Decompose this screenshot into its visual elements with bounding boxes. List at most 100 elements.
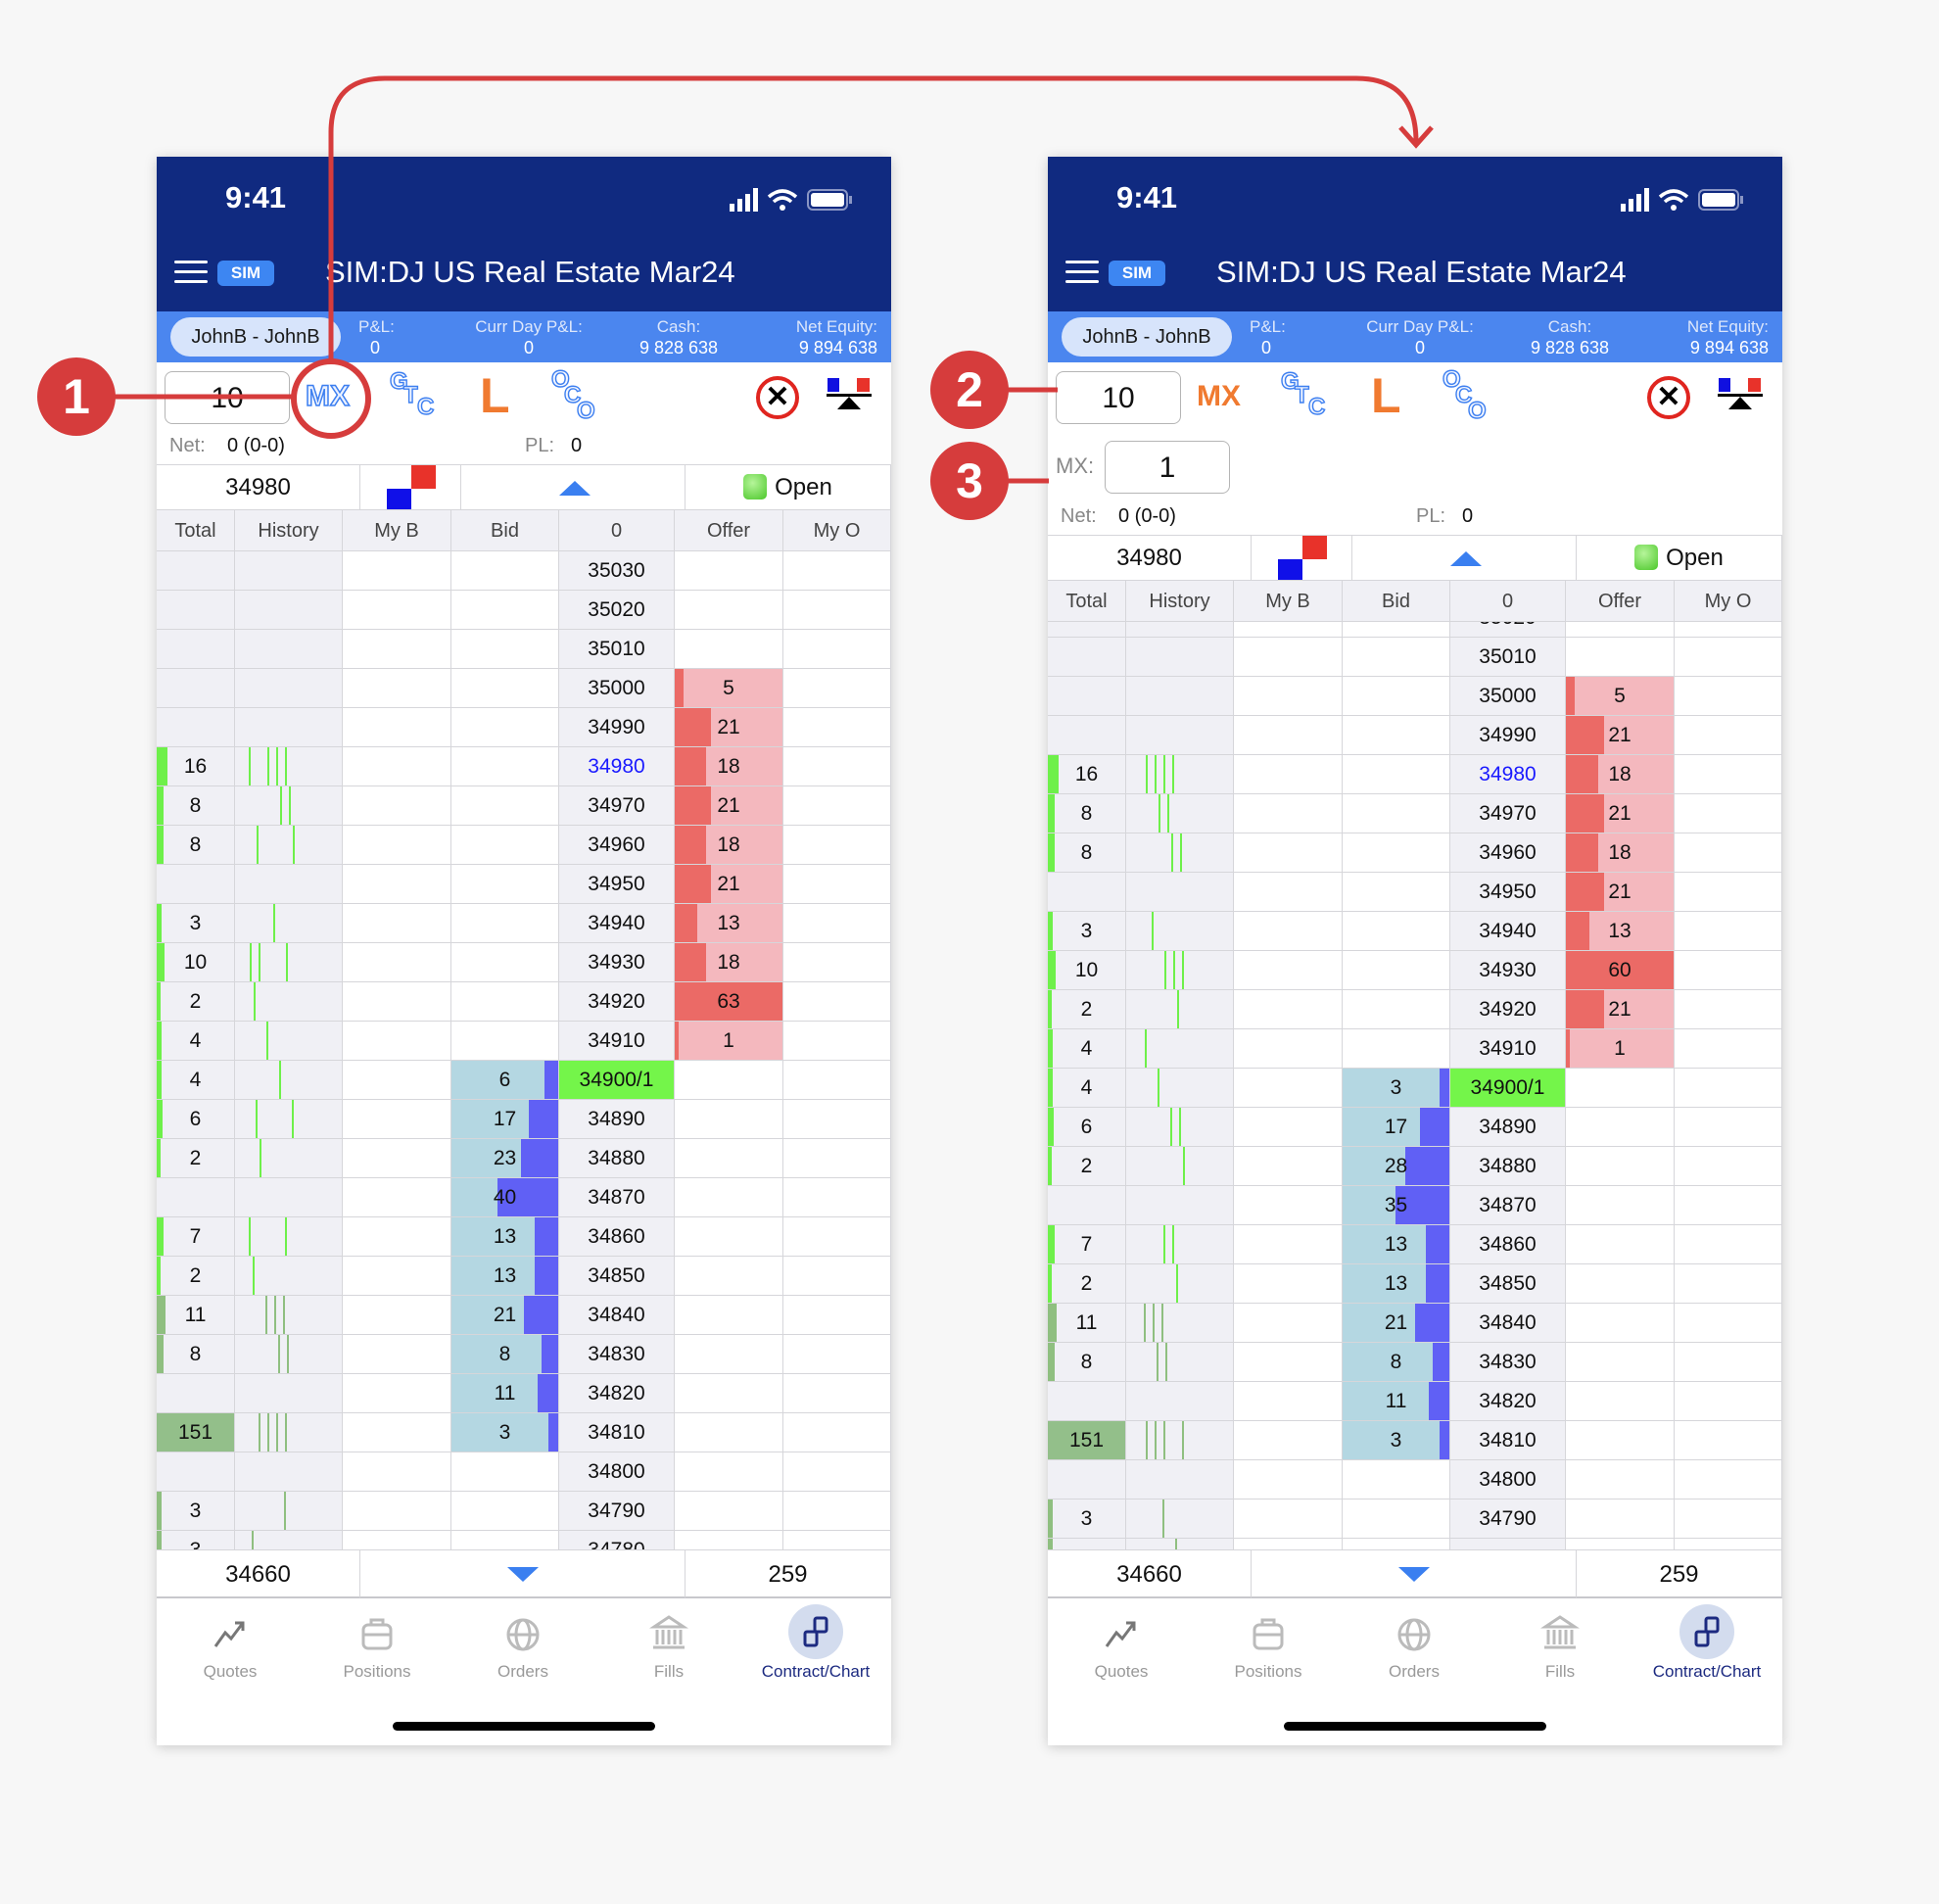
my-offer-cell[interactable] — [1675, 873, 1782, 912]
offer-cell[interactable]: 60 — [1566, 951, 1675, 990]
ladder-row[interactable]: 8 34970 21 — [1048, 794, 1782, 833]
bid-cell[interactable] — [1343, 638, 1450, 677]
price-cell[interactable]: 34980 — [1450, 755, 1566, 794]
price-cell[interactable]: 34900/1 — [559, 1061, 675, 1100]
my-bid-cell[interactable] — [343, 1452, 451, 1492]
ladder-row[interactable]: 35010 — [1048, 638, 1782, 677]
price-cell[interactable]: 34880 — [559, 1139, 675, 1178]
offer-cell[interactable]: 63 — [675, 982, 783, 1022]
offer-cell[interactable]: 21 — [1566, 990, 1675, 1029]
contract-title[interactable]: SIM:DJ US Real Estate Mar24 — [1216, 255, 1627, 289]
cancel-all-x-circle-icon[interactable]: ✕ — [756, 376, 799, 419]
price-cell[interactable]: 34900/1 — [1450, 1069, 1566, 1108]
limit-order-button[interactable]: L — [480, 368, 510, 423]
my-bid-cell[interactable] — [1234, 755, 1343, 794]
bid-cell[interactable]: 21 — [451, 1296, 559, 1335]
my-bid-cell[interactable] — [1234, 1069, 1343, 1108]
my-offer-cell[interactable] — [783, 1257, 891, 1296]
offer-cell[interactable]: 5 — [1566, 677, 1675, 716]
bid-cell[interactable] — [1343, 716, 1450, 755]
my-bid-cell[interactable] — [1234, 716, 1343, 755]
offer-cell[interactable] — [675, 1296, 783, 1335]
my-bid-cell[interactable] — [343, 1178, 451, 1217]
my-offer-cell[interactable] — [1675, 794, 1782, 833]
ladder-row[interactable]: 7 13 34860 — [157, 1217, 891, 1257]
my-bid-cell[interactable] — [343, 1492, 451, 1531]
my-bid-cell[interactable] — [343, 943, 451, 982]
my-offer-cell[interactable] — [783, 1452, 891, 1492]
scroll-down-button[interactable] — [360, 1549, 686, 1598]
bid-cell[interactable] — [451, 1492, 559, 1531]
price-cell[interactable]: 34940 — [1450, 912, 1566, 951]
my-bid-cell[interactable] — [1234, 677, 1343, 716]
flatten-balance-icon[interactable] — [826, 376, 873, 415]
my-bid-cell[interactable] — [343, 826, 451, 865]
price-cell[interactable]: 34950 — [559, 865, 675, 904]
bid-cell[interactable] — [451, 591, 559, 630]
my-bid-cell[interactable] — [343, 747, 451, 786]
price-cell[interactable]: 35010 — [559, 630, 675, 669]
my-bid-cell[interactable] — [343, 1335, 451, 1374]
ladder-row[interactable]: 6 17 34890 — [1048, 1108, 1782, 1147]
my-bid-cell[interactable] — [343, 630, 451, 669]
my-offer-cell[interactable] — [783, 1531, 891, 1549]
my-offer-cell[interactable] — [783, 865, 891, 904]
price-cell[interactable]: 34960 — [559, 826, 675, 865]
offer-cell[interactable]: 18 — [1566, 755, 1675, 794]
my-offer-cell[interactable] — [783, 1492, 891, 1531]
price-cell[interactable]: 34890 — [559, 1100, 675, 1139]
offer-cell[interactable] — [1566, 1069, 1675, 1108]
price-cell[interactable]: 34920 — [1450, 990, 1566, 1029]
price-cell[interactable]: 34940 — [559, 904, 675, 943]
price-cell[interactable]: 34800 — [559, 1452, 675, 1492]
bid-cell[interactable] — [1343, 990, 1450, 1029]
ladder-row[interactable]: 8 34960 18 — [157, 826, 891, 865]
tab-orders[interactable]: Orders — [449, 1604, 596, 1692]
my-offer-cell[interactable] — [783, 747, 891, 786]
bid-cell[interactable]: 13 — [451, 1257, 559, 1296]
bid-cell[interactable] — [451, 826, 559, 865]
my-offer-cell[interactable] — [1675, 833, 1782, 873]
my-offer-cell[interactable] — [783, 1061, 891, 1100]
tab-contract-chart[interactable]: Contract/Chart — [742, 1604, 889, 1692]
oco-button[interactable]: O C O — [1442, 365, 1501, 429]
ladder-row[interactable]: 6 17 34890 — [157, 1100, 891, 1139]
bid-cell[interactable] — [451, 669, 559, 708]
my-bid-cell[interactable] — [343, 1061, 451, 1100]
bid-cell[interactable] — [451, 904, 559, 943]
tab-positions[interactable]: Positions — [304, 1604, 450, 1692]
price-cell[interactable]: 34820 — [559, 1374, 675, 1413]
price-cell[interactable]: 34860 — [559, 1217, 675, 1257]
offer-cell[interactable] — [675, 551, 783, 591]
gtc-button[interactable]: G T C — [389, 367, 449, 427]
bid-cell[interactable]: 23 — [451, 1139, 559, 1178]
my-bid-cell[interactable] — [343, 1413, 451, 1452]
price-cell[interactable]: 34930 — [1450, 951, 1566, 990]
offer-cell[interactable] — [675, 1100, 783, 1139]
ladder-row[interactable]: 2 13 34850 — [157, 1257, 891, 1296]
price-cell[interactable]: 34970 — [559, 786, 675, 826]
ladder-row[interactable]: 35000 5 — [157, 669, 891, 708]
bid-cell[interactable] — [1343, 794, 1450, 833]
ladder-row[interactable]: 3 34780 — [157, 1531, 891, 1549]
account-selector[interactable]: JohnB - JohnB — [1062, 317, 1232, 357]
bid-cell[interactable]: 8 — [451, 1335, 559, 1374]
my-bid-cell[interactable] — [1234, 794, 1343, 833]
offer-cell[interactable] — [1566, 622, 1675, 638]
price-cell[interactable]: 34870 — [559, 1178, 675, 1217]
my-bid-cell[interactable] — [343, 786, 451, 826]
offer-cell[interactable] — [675, 1178, 783, 1217]
price-cell[interactable]: 35020 — [1450, 622, 1566, 638]
offer-cell[interactable] — [675, 591, 783, 630]
price-cell[interactable]: 35000 — [559, 669, 675, 708]
price-cell[interactable]: 34840 — [559, 1296, 675, 1335]
ladder-row[interactable]: 2 23 34880 — [157, 1139, 891, 1178]
my-offer-cell[interactable] — [783, 1335, 891, 1374]
bid-cell[interactable] — [451, 865, 559, 904]
bid-cell[interactable]: 13 — [451, 1217, 559, 1257]
offer-cell[interactable] — [675, 1413, 783, 1452]
ladder-row[interactable]: 4 6 34900/1 — [157, 1061, 891, 1100]
menu-hamburger-icon[interactable] — [1065, 261, 1099, 284]
my-offer-cell[interactable] — [1675, 716, 1782, 755]
bid-cell[interactable] — [451, 1022, 559, 1061]
